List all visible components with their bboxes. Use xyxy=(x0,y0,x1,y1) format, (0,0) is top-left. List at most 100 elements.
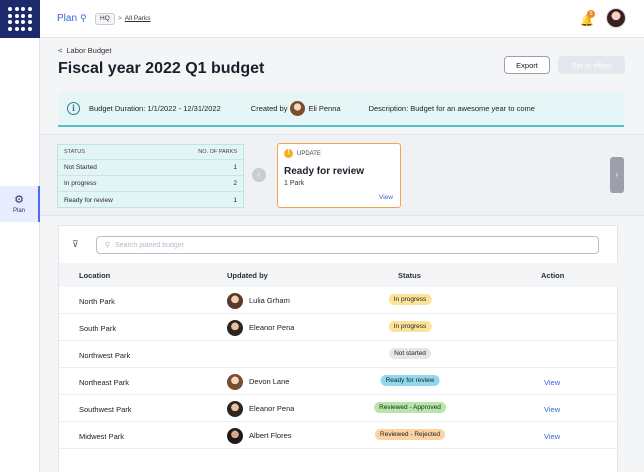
plan-nav-label: Plan xyxy=(57,13,78,24)
rail-item-plan[interactable]: ⚙ Plan xyxy=(0,186,40,222)
status-count: 1 xyxy=(233,164,237,171)
row-updated-by-name: Eleanor Pena xyxy=(249,323,295,332)
chevron-left-icon: ‹ xyxy=(257,170,261,179)
row-updated-by-name: Lulia Grham xyxy=(249,296,290,305)
summary-band: STATUS NO. OF PARKS Not Started 1 In pro… xyxy=(40,134,644,216)
row-location: Northwest Park xyxy=(79,351,131,360)
parks-table-panel: ⊽ ⚲ Location Updated by Status Action No… xyxy=(58,225,618,472)
col-status: Status xyxy=(398,271,421,280)
page-title: Fiscal year 2022 Q1 budget xyxy=(58,60,265,77)
col-updated-by: Updated by xyxy=(227,271,268,280)
row-updated-by-name: Albert Flores xyxy=(249,431,292,440)
avatar xyxy=(227,319,243,336)
dots-grid-icon xyxy=(8,7,32,31)
status-badge: In progress xyxy=(388,294,432,305)
row-updated-by: Eleanor Pena xyxy=(227,400,294,417)
gears-icon: ⚙ xyxy=(14,193,24,206)
rail-item-label: Plan xyxy=(12,207,25,214)
row-updated-by: Albert Flores xyxy=(227,427,292,444)
created-by-label: Created by xyxy=(250,104,288,113)
bell-icon: 🔔 xyxy=(580,15,594,27)
row-location: North Park xyxy=(79,297,115,306)
back-link[interactable]: < Labor Budget xyxy=(58,46,111,55)
status-summary-row: Ready for review 1 xyxy=(58,192,243,208)
status-label: In progress xyxy=(64,180,97,187)
breadcrumb: > All Parks xyxy=(118,15,150,22)
table-row[interactable]: Midwest Park Albert Flores Reviewed - Re… xyxy=(59,422,618,449)
search-icon[interactable]: ⚲ xyxy=(80,13,87,23)
budget-info-bar: i Budget Duration: 1/1/2022 - 12/31/2022… xyxy=(58,92,624,127)
row-action-link[interactable]: View xyxy=(544,405,561,414)
update-card-header-label: UPDATE xyxy=(297,150,321,157)
created-by: Created by Eli Penna xyxy=(251,101,341,116)
table-row[interactable]: Northeast Park Devon Lane Ready for revi… xyxy=(59,368,618,395)
row-location: Northeast Park xyxy=(79,378,130,387)
col-status: STATUS xyxy=(64,149,85,155)
table-row[interactable]: South Park Eleanor Pena In progress xyxy=(59,314,618,341)
update-card-view-link[interactable]: View xyxy=(379,194,393,201)
row-location: Southwest Park xyxy=(79,405,132,414)
avatar xyxy=(227,427,243,444)
top-bar: Plan ⚲ HQ > All Parks 🔔 5 xyxy=(40,0,644,38)
warning-icon: ! xyxy=(284,149,293,158)
table-row[interactable]: Southwest Park Eleanor Pena Reviewed - A… xyxy=(59,395,618,422)
export-button[interactable]: Export xyxy=(504,56,550,74)
avatar xyxy=(227,373,243,390)
creator-avatar xyxy=(290,101,306,116)
status-label: Not Started xyxy=(64,164,97,171)
status-badge: Reviewed - Rejected xyxy=(375,429,445,440)
avatar xyxy=(227,400,243,417)
status-label: Ready for review xyxy=(64,196,113,204)
row-updated-by: Devon Lane xyxy=(227,373,289,390)
avatar xyxy=(227,292,243,309)
carousel-prev-button[interactable]: ‹ xyxy=(252,168,266,182)
left-rail: ⚙ Plan xyxy=(0,0,40,472)
col-action: Action xyxy=(541,271,565,280)
hq-chip[interactable]: HQ xyxy=(95,13,115,25)
row-location: South Park xyxy=(79,324,117,333)
status-summary-table: STATUS NO. OF PARKS Not Started 1 In pro… xyxy=(57,144,244,208)
status-summary-header: STATUS NO. OF PARKS xyxy=(58,145,243,160)
row-updated-by: Eleanor Pena xyxy=(227,319,294,336)
status-badge: In progress xyxy=(388,321,432,332)
row-updated-by-name: Devon Lane xyxy=(249,377,290,386)
status-count: 2 xyxy=(233,180,237,187)
status-badge: Reviewed - Approved xyxy=(374,402,446,413)
update-card-subtitle: 1 Park xyxy=(284,180,305,187)
row-action-link[interactable]: View xyxy=(544,432,561,441)
set-in-effect-button[interactable]: Set in effect xyxy=(558,56,625,74)
status-badge: Ready for review xyxy=(380,375,440,386)
col-location: Location xyxy=(79,271,111,280)
table-row[interactable]: North Park Lulia Grham In progress xyxy=(59,287,618,314)
chevron-left-icon: < xyxy=(58,46,63,55)
carousel-next-button[interactable]: › xyxy=(610,157,624,193)
budget-duration: Budget Duration: 1/1/2022 - 12/31/2022 xyxy=(89,104,221,113)
row-updated-by-name: Eleanor Pena xyxy=(249,404,295,413)
status-count: 1 xyxy=(233,196,237,204)
status-summary-row: In progress 2 xyxy=(58,176,243,192)
status-badge: Not started xyxy=(389,348,431,359)
search-input[interactable] xyxy=(115,241,576,249)
user-avatar[interactable] xyxy=(606,8,626,28)
status-summary-row: Not Started 1 xyxy=(58,160,243,176)
row-updated-by: Lulia Grham xyxy=(227,292,290,309)
row-action-link[interactable]: View xyxy=(544,378,561,387)
filter-icon[interactable]: ⊽ xyxy=(72,239,79,249)
search-icon: ⚲ xyxy=(105,242,111,249)
app-logo[interactable] xyxy=(0,0,40,38)
notifications-button[interactable]: 🔔 5 xyxy=(580,10,595,27)
update-card-header: ! UPDATE xyxy=(284,149,321,158)
chevron-right-icon: > xyxy=(118,15,122,22)
table-row[interactable]: Northwest Park Not started xyxy=(59,341,618,368)
plan-nav-link[interactable]: Plan ⚲ xyxy=(57,13,87,24)
chevron-right-icon: › xyxy=(615,170,619,179)
creator-name: Eli Penna xyxy=(308,104,341,113)
breadcrumb-all-parks[interactable]: All Parks xyxy=(124,15,151,22)
update-card-title: Ready for review xyxy=(284,166,365,177)
update-card: ! UPDATE Ready for review 1 Park View xyxy=(277,143,401,208)
row-location: Midwest Park xyxy=(79,432,125,441)
table-header: Location Updated by Status Action xyxy=(59,263,618,287)
info-icon: i xyxy=(67,102,80,115)
col-count: NO. OF PARKS xyxy=(198,149,237,155)
search-box[interactable]: ⚲ xyxy=(96,236,599,254)
